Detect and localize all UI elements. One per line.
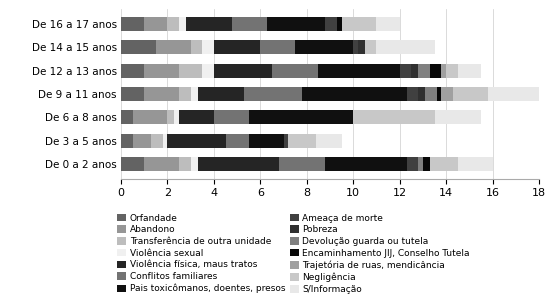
- Bar: [179, 64, 202, 78]
- Bar: [121, 157, 144, 171]
- Bar: [446, 64, 458, 78]
- Bar: [179, 87, 191, 101]
- Bar: [295, 40, 353, 54]
- Bar: [353, 40, 358, 54]
- Bar: [458, 64, 481, 78]
- Bar: [226, 134, 249, 148]
- Bar: [133, 110, 167, 124]
- Bar: [279, 157, 326, 171]
- Bar: [376, 17, 400, 31]
- Bar: [121, 17, 144, 31]
- Bar: [144, 17, 167, 31]
- Bar: [488, 87, 539, 101]
- Bar: [202, 64, 214, 78]
- Bar: [316, 134, 342, 148]
- Bar: [376, 40, 435, 54]
- Bar: [121, 87, 144, 101]
- Bar: [453, 87, 488, 101]
- Bar: [342, 17, 376, 31]
- Bar: [302, 87, 406, 101]
- Bar: [406, 157, 418, 171]
- Bar: [411, 64, 418, 78]
- Bar: [430, 157, 458, 171]
- Bar: [144, 64, 179, 78]
- Bar: [442, 64, 446, 78]
- Bar: [179, 17, 186, 31]
- Bar: [214, 64, 272, 78]
- Bar: [214, 110, 249, 124]
- Bar: [179, 157, 191, 171]
- Bar: [249, 134, 284, 148]
- Bar: [437, 87, 442, 101]
- Bar: [430, 64, 442, 78]
- Bar: [202, 40, 214, 54]
- Bar: [358, 40, 365, 54]
- Bar: [191, 40, 202, 54]
- Bar: [458, 157, 493, 171]
- Bar: [167, 110, 174, 124]
- Bar: [418, 87, 425, 101]
- Bar: [121, 40, 156, 54]
- Bar: [191, 87, 197, 101]
- Bar: [197, 87, 244, 101]
- Bar: [179, 110, 214, 124]
- Bar: [267, 17, 326, 31]
- Bar: [121, 64, 144, 78]
- Bar: [365, 40, 376, 54]
- Bar: [197, 157, 279, 171]
- Bar: [423, 157, 430, 171]
- Bar: [337, 17, 342, 31]
- Bar: [353, 110, 434, 124]
- Bar: [326, 157, 406, 171]
- Bar: [167, 17, 179, 31]
- Bar: [214, 40, 260, 54]
- Bar: [233, 17, 267, 31]
- Bar: [133, 134, 151, 148]
- Bar: [144, 87, 179, 101]
- Bar: [406, 87, 418, 101]
- Bar: [191, 157, 197, 171]
- Bar: [121, 110, 133, 124]
- Bar: [434, 110, 481, 124]
- Bar: [400, 64, 411, 78]
- Bar: [144, 157, 179, 171]
- Bar: [288, 134, 316, 148]
- Bar: [186, 17, 233, 31]
- Bar: [284, 134, 288, 148]
- Bar: [174, 110, 179, 124]
- Bar: [260, 40, 295, 54]
- Bar: [442, 87, 453, 101]
- Bar: [167, 134, 225, 148]
- Bar: [272, 64, 318, 78]
- Bar: [163, 134, 167, 148]
- Legend: Orfandade, Abandono, Transferência de outra unidade, Violência sexual, Violência: Orfandade, Abandono, Transferência de ou…: [117, 214, 470, 294]
- Bar: [425, 87, 437, 101]
- Bar: [418, 64, 430, 78]
- Bar: [249, 110, 353, 124]
- Bar: [151, 134, 163, 148]
- Bar: [121, 134, 133, 148]
- Bar: [156, 40, 191, 54]
- Bar: [418, 157, 423, 171]
- Bar: [326, 17, 337, 31]
- Bar: [244, 87, 302, 101]
- Bar: [318, 64, 400, 78]
